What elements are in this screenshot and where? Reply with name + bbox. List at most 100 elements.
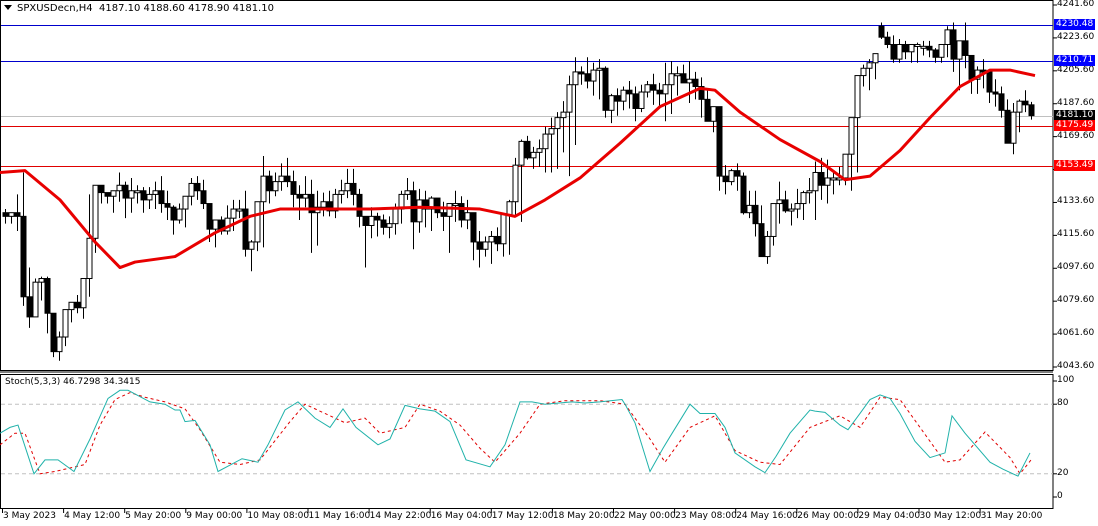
candle-body (716, 106, 723, 177)
time-tick-label: 29 May 04:00 (858, 511, 921, 521)
candle-body (344, 182, 351, 192)
candle-body (872, 53, 879, 64)
stochastic-label: Stoch(5,3,3) 46.7298 34.3415 (5, 377, 141, 387)
candle-body (146, 193, 153, 201)
candle-body (242, 208, 249, 250)
candle-body (350, 182, 357, 195)
candle-body (230, 208, 237, 219)
collapse-triangle-icon[interactable] (4, 4, 12, 10)
candle-body (50, 312, 57, 353)
candle-body (278, 175, 285, 183)
candle-body (20, 215, 27, 298)
candle-body (938, 43, 945, 58)
candle-body (968, 54, 975, 80)
candle-body (926, 45, 933, 51)
candle-body (182, 195, 189, 210)
candle-body (518, 140, 525, 166)
candle-body (746, 204, 753, 214)
candle-body (770, 203, 777, 237)
candle-body (626, 89, 633, 95)
price-level-tag: 4210.71 (1054, 55, 1096, 67)
candle-body (950, 29, 957, 60)
candle-body (560, 111, 567, 119)
candle-body (98, 184, 105, 194)
symbol-label: SPXUSDecn,H4 (17, 3, 93, 14)
candle-body (956, 40, 963, 60)
candle-body (374, 215, 381, 221)
candle-body (632, 93, 639, 109)
candle-body (788, 208, 795, 212)
candle-body (734, 170, 741, 177)
candle-body (1016, 100, 1023, 113)
price-level-tag: 4181.10 (1054, 109, 1096, 121)
candle-body (668, 73, 675, 86)
candle-body (128, 190, 135, 199)
candle-body (380, 219, 387, 228)
candle-body (506, 201, 513, 216)
candle-body (998, 93, 1005, 111)
candle-body (824, 177, 831, 186)
time-tick-label: 23 May 08:00 (675, 511, 737, 521)
candle-body (356, 193, 363, 217)
candle-body (188, 182, 195, 197)
candle-body (638, 91, 645, 109)
time-tick-label: 24 May 16:00 (736, 511, 798, 521)
candle-body (170, 206, 177, 221)
candle-body (158, 190, 165, 205)
candle-body (728, 170, 735, 183)
price-tick-label: 4097.60 (1057, 262, 1095, 273)
candle-body (536, 148, 543, 153)
candle-body (254, 201, 261, 243)
price-level-tag: 4175.49 (1054, 119, 1096, 131)
candle-body (698, 86, 705, 100)
candle-body (656, 89, 663, 95)
candle-body (848, 117, 855, 155)
time-tick-label: 17 May 12:00 (491, 511, 554, 521)
candle-body (68, 301, 75, 311)
candle-body (302, 193, 309, 199)
candle-body (1010, 111, 1017, 144)
candle-body (710, 106, 717, 122)
candle-body (854, 75, 861, 119)
candle-body (308, 193, 315, 214)
candle-body (554, 117, 561, 130)
candle-body (584, 73, 591, 82)
time-tick-label: 26 May 00:00 (797, 511, 860, 521)
candle-body (548, 128, 555, 135)
candle-body (176, 208, 183, 221)
candle-body (80, 278, 87, 309)
price-tick-label: 4169.60 (1057, 130, 1095, 141)
candle-body (248, 241, 255, 250)
candle-body (164, 203, 171, 208)
candle-body (866, 62, 873, 69)
time-tick-label: 9 May 00:00 (186, 511, 243, 521)
candle-body (326, 201, 333, 212)
candle-body (368, 215, 375, 226)
candle-body (986, 71, 993, 93)
candle-body (884, 36, 891, 45)
candle-body (722, 175, 729, 183)
candle-body (458, 203, 465, 221)
candle-body (620, 89, 627, 102)
candle-body (110, 190, 117, 197)
candle-body (434, 197, 441, 214)
candle-body (944, 29, 951, 45)
candle-body (212, 219, 219, 230)
price-tick-label: 4115.60 (1057, 229, 1095, 240)
candle-body (320, 201, 327, 208)
price-tick-label: 4043.60 (1057, 361, 1095, 371)
candle-body (404, 190, 411, 195)
candle-body (932, 49, 939, 58)
candle-body (524, 140, 531, 159)
price-tick-label: 4133.60 (1057, 196, 1095, 207)
time-tick-label: 11 May 16:00 (308, 511, 371, 521)
candle-body (758, 223, 765, 258)
candle-body (470, 212, 477, 243)
candle-body (752, 204, 759, 225)
candle-body (272, 181, 279, 192)
candle-body (338, 190, 345, 195)
candle-body (578, 71, 585, 75)
candle-body (590, 69, 597, 82)
